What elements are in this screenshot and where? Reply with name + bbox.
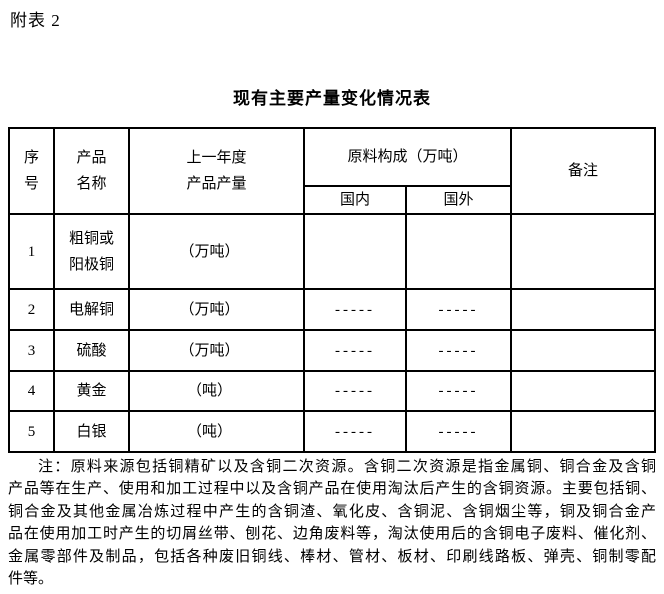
table-row: 1 粗铜或 阳极铜 （万吨） [8,213,657,290]
cell-product: 硫酸 [53,329,130,372]
cell-remark [510,213,657,290]
cell-product: 白银 [53,410,130,453]
cell-remark [510,370,657,412]
doc-label: 附表 2 [10,11,61,30]
cell-foreign: ----- [404,329,513,372]
cell-product: 电解铜 [53,288,130,331]
cell-remark [510,329,657,372]
cell-domestic: ----- [303,370,407,412]
header-foreign: 国外 [404,185,513,215]
cell-foreign [404,213,513,290]
cell-output-unit: （吨） [128,410,305,453]
cell-domestic: ----- [303,410,407,453]
cell-output-unit: （吨） [128,370,305,412]
footnote-line: 品在使用加工时产生的切屑丝带、刨花、边角废料等，淘汰使用后的含铜电子废料、催化剂… [8,526,656,543]
header-product: 产品 名称 [53,127,130,215]
cell-remark [510,288,657,331]
cell-domestic: ----- [303,329,407,372]
cell-output-unit: （万吨） [128,329,305,372]
cell-seq: 3 [8,329,55,372]
cell-domestic: ----- [303,288,407,331]
cell-seq: 2 [8,288,55,331]
cell-output-unit: （万吨） [128,288,305,331]
cell-product: 黄金 [53,370,130,412]
header-row-main: 序 号 产品 名称 上一年度 产品产量 原料构成（万吨） 备注 [8,127,657,215]
cell-foreign: ----- [404,410,513,453]
cell-foreign: ----- [404,288,513,331]
cell-seq: 5 [8,410,55,453]
header-seq: 序 号 [8,127,55,215]
cell-foreign: ----- [404,370,513,412]
cell-remark [510,410,657,453]
cell-output-unit: （万吨） [128,213,305,290]
header-remark: 备注 [510,127,657,215]
cell-product: 粗铜或 阳极铜 [53,213,130,290]
table-row: 4 黄金 （吨） ----- ----- [8,370,657,412]
header-material: 原料构成（万吨） [302,127,513,187]
footnote-line: 铜合金及其他金属冶炼过程中产生的含铜渣、氧化皮、含铜泥、含铜烟尘等，铜及铜合金产 [8,503,656,520]
production-change-table: 序 号 产品 名称 上一年度 产品产量 原料构成（万吨） 备注 国内 国外 1 … [8,127,657,453]
table-row: 3 硫酸 （万吨） ----- ----- [8,329,657,372]
header-domestic: 国内 [303,185,407,215]
header-output: 上一年度 产品产量 [128,127,305,215]
header-row-sub: 国内 国外 [9,185,655,215]
footnote: 注：原料来源包括铜精矿以及含铜二次资源。含铜二次资源是指金属铜、铜合金及含铜 产… [8,456,656,590]
footnote-line: 件等。 [8,571,54,588]
footnote-line: 产品等在生产、使用和加工过程中以及含铜产品在使用淘汰后产生的含铜资源。主要包括铜… [8,481,656,498]
cell-seq: 1 [8,213,55,290]
cell-domestic [303,213,407,290]
table-row: 5 白银 （吨） ----- ----- [8,410,657,453]
page-title: 现有主要产量变化情况表 [233,89,431,108]
table-row: 2 电解铜 （万吨） ----- ----- [8,288,657,331]
footnote-line: 注：原料来源包括铜精矿以及含铜二次资源。含铜二次资源是指金属铜、铜合金及含铜 [38,459,656,475]
footnote-line: 金属零部件及制品，包括各种废旧铜线、棒材、管材、板材、印刷线路板、弹壳、铜制零配 [8,548,656,565]
cell-seq: 4 [8,370,55,412]
